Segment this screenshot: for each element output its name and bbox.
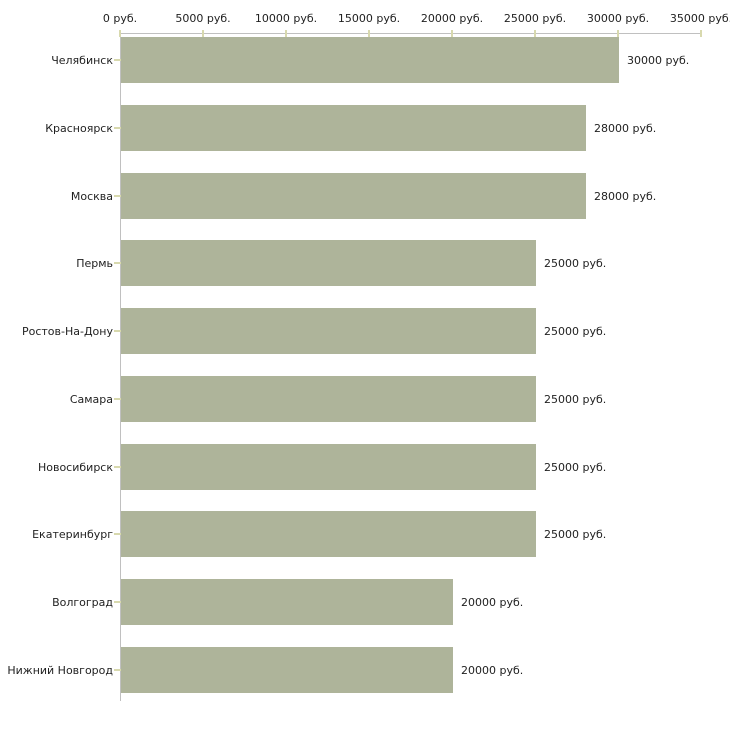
bar-value-label: 28000 руб. bbox=[594, 121, 657, 135]
y-axis-tick bbox=[114, 466, 121, 468]
bar bbox=[121, 240, 536, 286]
bar-value-label: 28000 руб. bbox=[594, 189, 657, 203]
y-axis-tick bbox=[114, 127, 121, 129]
y-axis-tick bbox=[114, 601, 121, 603]
x-axis-tick bbox=[617, 30, 619, 37]
x-axis-tick-label: 10000 руб. bbox=[254, 12, 318, 25]
x-axis-tick-label: 25000 руб. bbox=[503, 12, 567, 25]
y-axis-label: Нижний Новгород bbox=[7, 663, 113, 677]
y-axis-label: Челябинск bbox=[51, 53, 113, 67]
bar bbox=[121, 376, 536, 422]
y-axis-tick bbox=[114, 262, 121, 264]
y-axis-tick bbox=[114, 533, 121, 535]
y-axis-label: Москва bbox=[70, 189, 113, 203]
bar bbox=[121, 37, 619, 83]
bar bbox=[121, 444, 536, 490]
y-axis-label: Пермь bbox=[76, 256, 113, 270]
y-axis-label: Самара bbox=[69, 392, 113, 406]
x-axis-tick bbox=[700, 30, 702, 37]
x-axis-tick bbox=[368, 30, 370, 37]
y-axis-label: Красноярск bbox=[45, 121, 113, 135]
x-axis-tick bbox=[534, 30, 536, 37]
x-axis-line bbox=[120, 33, 702, 34]
bar bbox=[121, 511, 536, 557]
x-axis-tick bbox=[119, 30, 121, 37]
x-axis-tick bbox=[202, 30, 204, 37]
bar-value-label: 20000 руб. bbox=[461, 663, 524, 677]
x-axis-tick-label: 30000 руб. bbox=[586, 12, 650, 25]
y-axis-label: Новосибирск bbox=[37, 460, 113, 474]
y-axis-tick bbox=[114, 669, 121, 671]
bar bbox=[121, 647, 453, 693]
y-axis-label: Волгоград bbox=[52, 595, 113, 609]
bar bbox=[121, 308, 536, 354]
bar-value-label: 25000 руб. bbox=[544, 527, 607, 541]
x-axis-tick-label: 5000 руб. bbox=[175, 12, 231, 25]
y-axis-tick bbox=[114, 330, 121, 332]
x-axis-tick-label: 15000 руб. bbox=[337, 12, 401, 25]
bar bbox=[121, 173, 586, 219]
x-axis-tick-label: 0 руб. bbox=[102, 12, 138, 25]
x-axis-tick bbox=[451, 30, 453, 37]
bar-value-label: 25000 руб. bbox=[544, 256, 607, 270]
bar-value-label: 25000 руб. bbox=[544, 460, 607, 474]
bar-value-label: 30000 руб. bbox=[627, 53, 690, 67]
bar-value-label: 25000 руб. bbox=[544, 324, 607, 338]
y-axis-label: Ростов-На-Дону bbox=[21, 324, 113, 338]
bar bbox=[121, 579, 453, 625]
y-axis-tick bbox=[114, 195, 121, 197]
y-axis-label: Екатеринбург bbox=[32, 527, 113, 541]
x-axis-tick-label: 20000 руб. bbox=[420, 12, 484, 25]
bar-value-label: 20000 руб. bbox=[461, 595, 524, 609]
y-axis-tick bbox=[114, 59, 121, 61]
y-axis-line bbox=[120, 33, 121, 701]
bar bbox=[121, 105, 586, 151]
x-axis-tick-label: 35000 руб. bbox=[669, 12, 730, 25]
x-axis-tick bbox=[285, 30, 287, 37]
bar-value-label: 25000 руб. bbox=[544, 392, 607, 406]
y-axis-tick bbox=[114, 398, 121, 400]
